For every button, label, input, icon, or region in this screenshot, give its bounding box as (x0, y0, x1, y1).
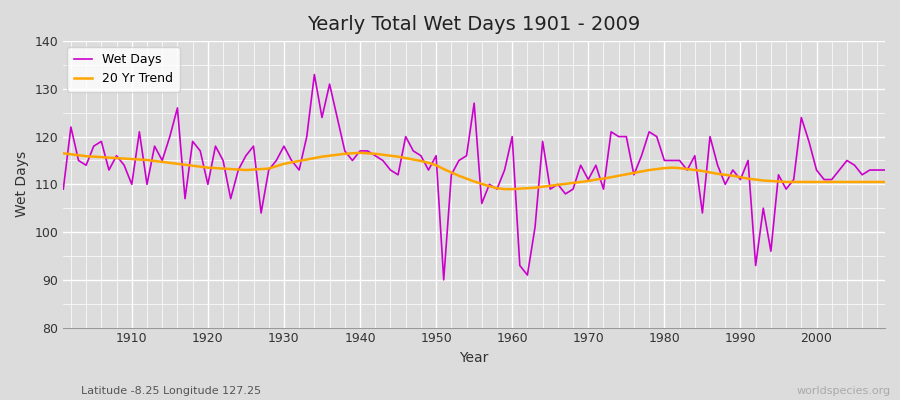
20 Yr Trend (119, 156, 130, 161)
Text: Latitude -8.25 Longitude 127.25: Latitude -8.25 Longitude 127.25 (81, 386, 261, 396)
20 Yr Trend (332, 152, 343, 157)
Title: Yearly Total Wet Days 1901 - 2009: Yearly Total Wet Days 1901 - 2009 (308, 15, 641, 34)
Wet Days (879, 168, 890, 172)
20 Yr Trend (58, 151, 68, 156)
20 Yr Trend (613, 173, 624, 178)
20 Yr Trend (515, 186, 526, 191)
20 Yr Trend (286, 160, 297, 165)
Wet Days (119, 163, 130, 168)
Line: Wet Days: Wet Days (63, 74, 885, 280)
20 Yr Trend (500, 187, 510, 192)
Wet Days (613, 134, 624, 139)
Wet Days (58, 187, 68, 192)
X-axis label: Year: Year (460, 351, 489, 365)
Wet Days (286, 158, 297, 163)
20 Yr Trend (522, 186, 533, 190)
20 Yr Trend (355, 150, 365, 155)
Line: 20 Yr Trend: 20 Yr Trend (63, 153, 885, 189)
Text: worldspecies.org: worldspecies.org (796, 386, 891, 396)
Wet Days (438, 278, 449, 282)
20 Yr Trend (879, 180, 890, 184)
Wet Days (339, 148, 350, 153)
Wet Days (515, 263, 526, 268)
Wet Days (522, 273, 533, 278)
Y-axis label: Wet Days: Wet Days (15, 151, 29, 218)
Wet Days (309, 72, 320, 77)
Legend: Wet Days, 20 Yr Trend: Wet Days, 20 Yr Trend (68, 47, 180, 92)
